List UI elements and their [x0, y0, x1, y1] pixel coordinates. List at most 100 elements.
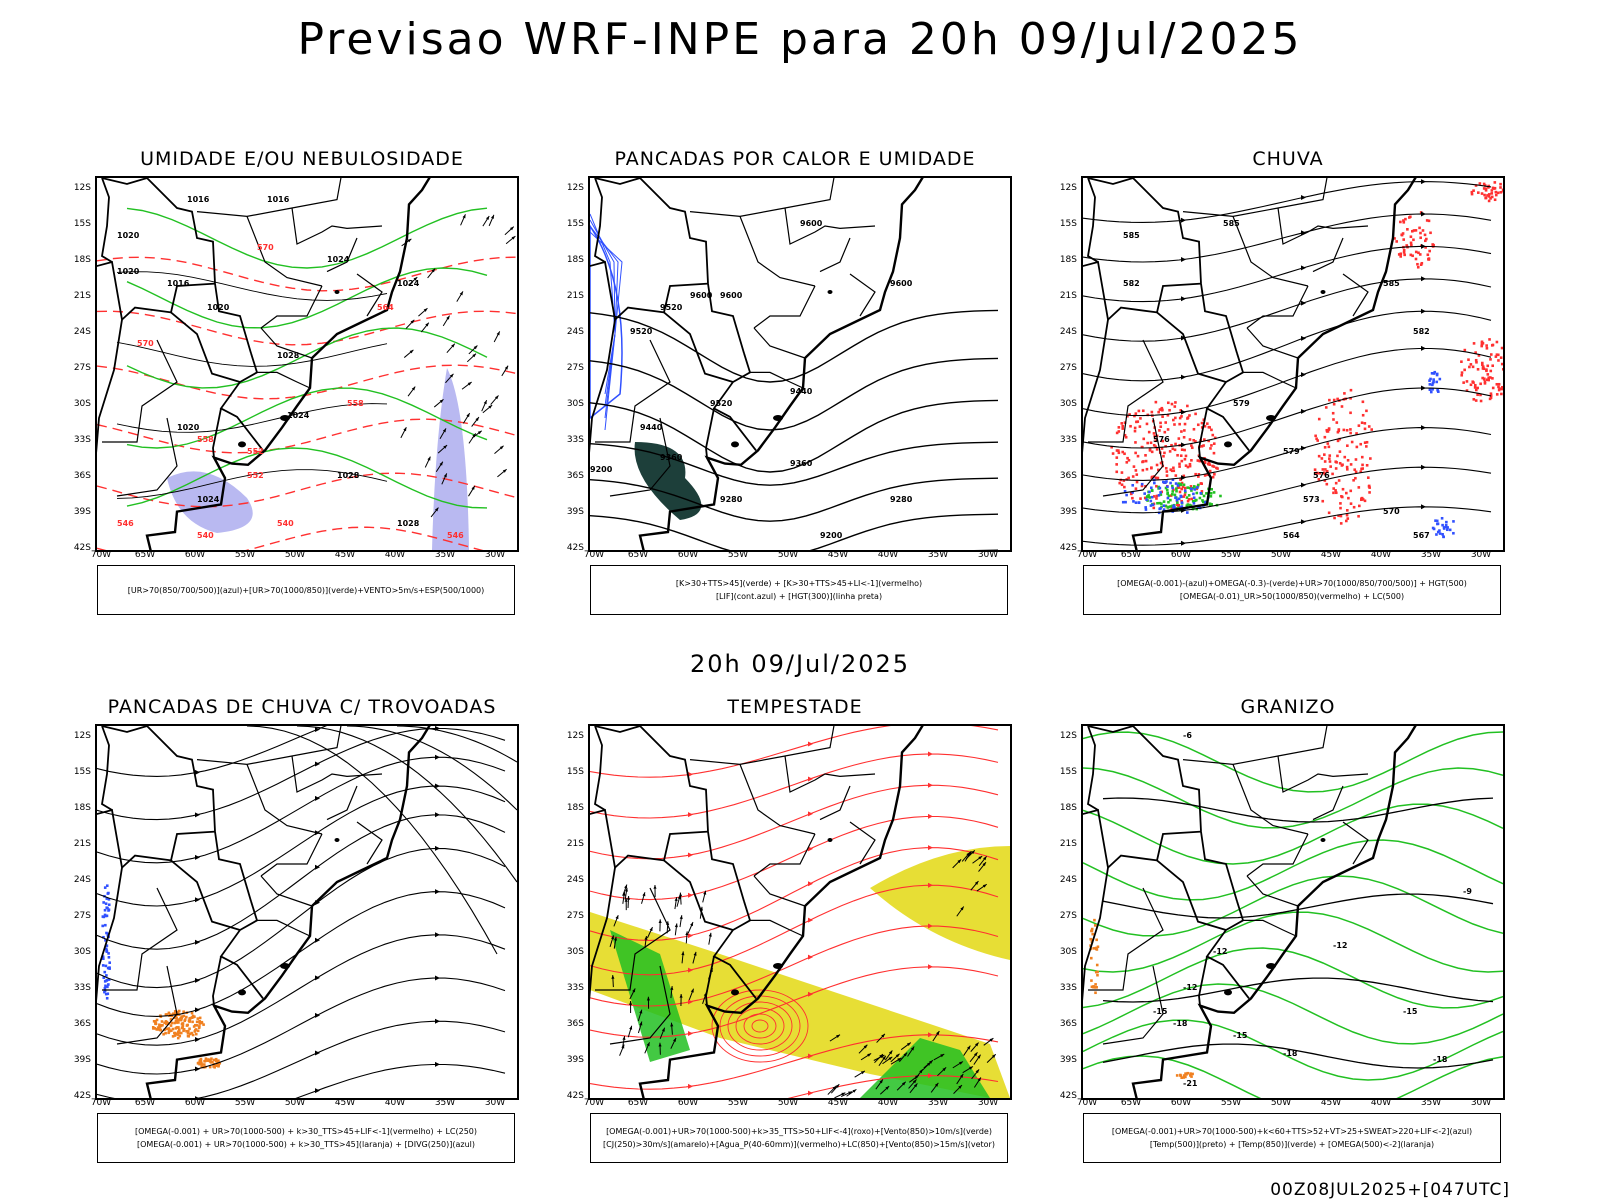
rain-red	[1472, 398, 1476, 401]
lat-tick: 33S	[1059, 983, 1077, 993]
rain-red	[1148, 449, 1152, 452]
lat-axis: 12S 15S 18S 21S 24S 27S 30S 33S 36S 39S 42S	[560, 724, 586, 1101]
stream-arrow	[1181, 374, 1186, 380]
divg-blue	[102, 901, 105, 904]
rain-blue	[1452, 520, 1455, 523]
rain-red	[1468, 365, 1471, 369]
rain-red	[1184, 454, 1188, 458]
lon-tick: 45W	[1320, 1098, 1342, 1108]
rain-red	[1332, 398, 1336, 402]
omega-orange	[1090, 979, 1093, 982]
rain-red	[1491, 386, 1495, 390]
map-pancadas-calor[interactable]: 9600 9600 9600 9520 9600 9520 9520 9440 9440 9360…	[588, 176, 1012, 552]
map-trovoadas[interactable]	[95, 724, 519, 1100]
wind-vector	[471, 416, 480, 427]
lat-tick: 12S	[1059, 183, 1077, 193]
rain-green	[1187, 494, 1191, 497]
rain-red	[1144, 454, 1147, 457]
rain-green	[1164, 504, 1168, 508]
contour-label: 576	[1153, 435, 1170, 444]
stream-arrow	[195, 1066, 200, 1072]
divg-blue	[104, 984, 107, 988]
panel-tempestade: TEMPESTADE 12S 15S 18S 21S 24S 27S 30S 33S 36S 39…	[560, 696, 1030, 1166]
map-tempestade[interactable]	[588, 724, 1012, 1100]
thunder-orange	[214, 1059, 218, 1063]
rain-red	[1127, 458, 1131, 462]
lon-tick: 50W	[284, 550, 306, 560]
contour-label: 1016	[187, 195, 210, 204]
contour-label: 9280	[890, 495, 913, 504]
rain-green	[1219, 494, 1222, 498]
lon-tick: 40W	[877, 1098, 899, 1108]
rain-red	[1133, 426, 1137, 430]
map-granizo[interactable]: -6 -9 -12 -12 -12 -15 -15 -15 -18 -18 -18 -21	[1081, 724, 1505, 1100]
thunder-orange	[152, 1019, 156, 1023]
lat-tick: 18S	[73, 255, 91, 265]
rain-red	[1424, 246, 1427, 249]
rain-red	[1487, 195, 1491, 198]
wind-vector	[876, 1033, 886, 1043]
rain-red	[1323, 472, 1327, 476]
rain-red	[1198, 459, 1202, 463]
stream-arrow	[928, 782, 933, 788]
rain-red	[1328, 454, 1332, 457]
stream-arrow	[1181, 335, 1186, 341]
rain-red	[1500, 392, 1503, 396]
rain-red	[1483, 377, 1486, 381]
rain-red	[1314, 434, 1317, 438]
wind-vector	[884, 1050, 893, 1061]
rain-red	[1174, 401, 1177, 404]
rain-blue	[1441, 533, 1444, 536]
rain-red	[1489, 376, 1492, 379]
stream-arrow	[1421, 345, 1426, 351]
contour-label: 585	[1223, 219, 1240, 228]
rain-red	[1357, 486, 1361, 489]
lon-axis: 70W 65W 60W 55W 50W 45W 40W 35W 30W	[91, 550, 515, 564]
lat-tick: 42S	[73, 543, 91, 553]
rain-red	[1365, 445, 1368, 448]
wind-vector	[456, 291, 464, 302]
stream-arrow	[688, 967, 693, 973]
streamline	[1083, 310, 1492, 382]
map-chuva[interactable]: 585 585 585 582 582 579 576 579 576 573 570 567 564	[1081, 176, 1505, 552]
lon-tick: 35W	[927, 550, 949, 560]
lon-tick: 70W	[1076, 1098, 1098, 1108]
map-umidade[interactable]: 1016 1016 1020 1020 1016 1020 1024 1024 1028 1020…	[95, 176, 519, 552]
thunder-orange	[190, 1011, 194, 1015]
divg-blue	[105, 906, 109, 910]
rain-red	[1417, 251, 1420, 255]
thunder-orange	[160, 1020, 164, 1023]
wind-vector	[930, 1082, 939, 1093]
rain-red	[1500, 387, 1503, 391]
rain-red	[1360, 497, 1363, 501]
rain-green	[1205, 492, 1208, 495]
rain-red	[1155, 494, 1159, 498]
rain-red	[1141, 468, 1145, 472]
rain-red	[1115, 449, 1119, 452]
wind-vector	[461, 381, 472, 390]
thunder-orange	[188, 1020, 191, 1023]
rain-red	[1318, 472, 1322, 475]
rain-red	[1115, 431, 1119, 435]
divg-blue	[103, 989, 107, 992]
wind-vector	[497, 468, 507, 478]
rain-red	[1152, 495, 1156, 498]
rain-green	[1162, 500, 1166, 503]
wind-vector	[435, 461, 444, 473]
wind-vector	[641, 892, 646, 904]
rain-red	[1320, 457, 1324, 460]
rain-red	[1154, 476, 1158, 480]
rain-green	[1158, 501, 1162, 505]
wind-vector	[442, 315, 450, 327]
lon-tick: 30W	[977, 550, 999, 560]
thickness-contour	[97, 256, 517, 292]
rain-red	[1323, 479, 1327, 482]
stream-arrow	[1181, 540, 1186, 546]
rain-red	[1465, 380, 1469, 383]
rain-red	[1184, 464, 1188, 467]
rain-green	[1191, 499, 1195, 503]
stream-arrow	[315, 937, 320, 943]
rain-red	[1335, 421, 1339, 424]
stream-arrow	[1301, 230, 1306, 236]
rain-red	[1480, 192, 1484, 195]
